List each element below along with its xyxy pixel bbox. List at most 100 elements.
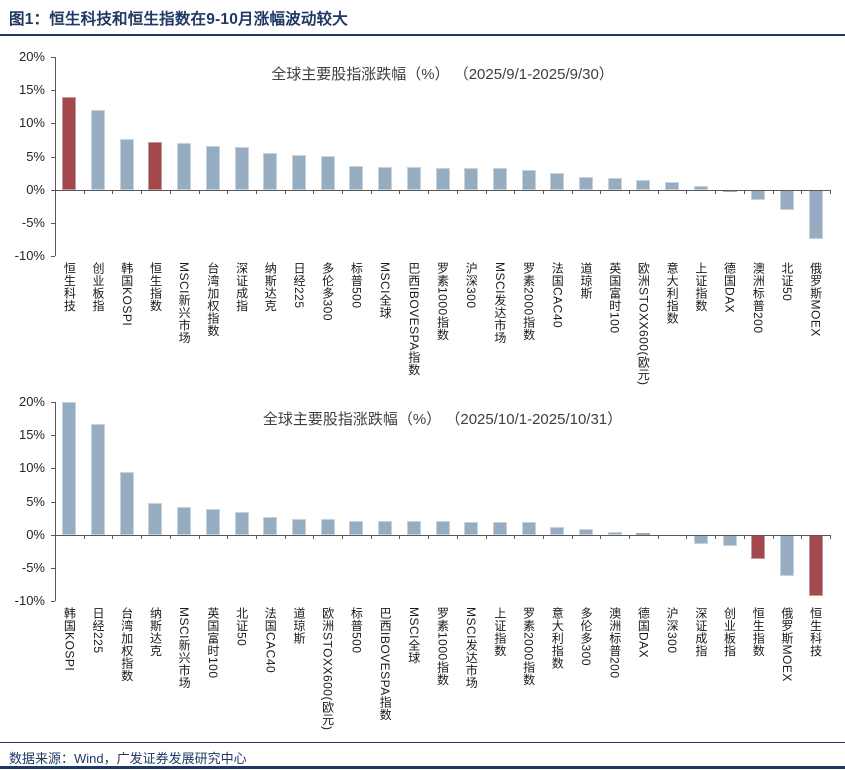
- x-axis-tick: [772, 189, 774, 194]
- x-axis-tick: [227, 189, 229, 194]
- y-axis-label: 10%: [18, 115, 45, 131]
- bar: [665, 182, 680, 190]
- bottom-border: [0, 766, 845, 769]
- x-axis-tick: [542, 534, 544, 539]
- plot-area-september: [51, 57, 831, 257]
- y-axis-label: -10%: [14, 248, 45, 263]
- category-label: 上证指数: [492, 607, 507, 657]
- bar: [464, 522, 479, 535]
- y-axis-tick: [51, 567, 55, 569]
- y-axis-tick: [51, 57, 55, 58]
- y-axis-label: 15%: [18, 427, 45, 443]
- x-axis-tick: [657, 189, 659, 194]
- bar: [234, 512, 249, 535]
- category-label: 英国富时100: [607, 262, 622, 334]
- y-axis-tick: [51, 256, 55, 257]
- y-axis-tick: [51, 601, 55, 602]
- bar: [550, 526, 565, 535]
- category-label: 创业板指: [91, 262, 106, 312]
- x-axis-tick: [485, 189, 487, 194]
- category-label: 意大利指数: [550, 607, 565, 670]
- x-axis-tick: [255, 534, 257, 539]
- bar: [751, 534, 766, 560]
- category-label: 欧洲STOXX600(欧元): [636, 262, 651, 386]
- bar: [607, 177, 622, 190]
- category-label: 上证指数: [693, 262, 708, 312]
- x-axis-tick: [370, 189, 372, 194]
- bar: [693, 185, 708, 190]
- bar: [378, 520, 393, 535]
- category-label: 纳斯达克: [148, 607, 163, 657]
- bar: [148, 141, 163, 190]
- category-label: 标普500: [349, 262, 364, 309]
- x-axis-tick: [313, 534, 315, 539]
- category-label: 恒生科技: [62, 262, 77, 312]
- y-axis-october: 20% 15% 10% 5% 0% -5% -10%: [0, 394, 49, 608]
- bar: [62, 96, 77, 190]
- plot-area-october: [51, 402, 831, 602]
- bar: [808, 189, 823, 240]
- category-label: 英国富时100: [205, 607, 220, 679]
- bar: [435, 167, 450, 190]
- x-axis-tick: [399, 189, 401, 194]
- x-axis-tick: [657, 534, 659, 539]
- x-axis-tick: [342, 534, 344, 539]
- category-label: 深证成指: [234, 262, 249, 312]
- x-axis-tick: [169, 189, 171, 194]
- y-axis-label: 5%: [26, 493, 45, 509]
- category-labels-september: 恒生科技 创业板指 韩国KOSPI 恒生指数 MSCI新兴市场 台湾加权指数 深证成指 纳斯达…: [55, 262, 830, 394]
- y-axis-tick: [51, 501, 55, 503]
- y-axis-tick: [51, 90, 55, 92]
- x-axis-tick: [600, 189, 602, 194]
- category-label: MSCI发达市场: [464, 607, 479, 689]
- category-label: 澳洲标普200: [607, 607, 622, 679]
- x-axis-tick: [485, 534, 487, 539]
- y-axis-line: [55, 402, 56, 601]
- bar: [148, 503, 163, 535]
- x-axis-tick: [830, 534, 831, 539]
- bar: [91, 110, 106, 190]
- bar: [320, 519, 335, 535]
- x-axis-tick: [284, 189, 286, 194]
- x-axis-tick: [83, 534, 85, 539]
- bar: [119, 139, 134, 190]
- x-axis-tick: [112, 189, 114, 194]
- category-label: 俄罗斯MOEX: [779, 607, 794, 682]
- bar: [320, 155, 335, 190]
- x-axis-tick: [342, 189, 344, 194]
- category-label: 纳斯达克: [263, 262, 278, 312]
- category-label: MSCI发达市场: [492, 262, 507, 344]
- x-axis-tick: [772, 534, 774, 539]
- category-label: 日经225: [291, 262, 306, 309]
- bar: [550, 173, 565, 190]
- bar: [779, 189, 794, 210]
- y-axis-label: -5%: [21, 214, 45, 230]
- y-axis-tick: [51, 435, 55, 437]
- category-label: MSCI全球: [378, 262, 393, 319]
- category-label: 沪深300: [464, 262, 479, 309]
- category-label: 恒生科技: [808, 607, 823, 657]
- bar: [779, 534, 794, 577]
- bar: [406, 167, 421, 190]
- bar: [291, 155, 306, 190]
- bar: [263, 516, 278, 535]
- bar: [579, 528, 594, 535]
- bar: [492, 168, 507, 190]
- y-axis-label: 10%: [18, 460, 45, 476]
- category-label: 德国DAX: [722, 262, 737, 314]
- x-axis-tick: [743, 534, 745, 539]
- x-axis-tick: [801, 534, 803, 539]
- x-axis-tick: [399, 534, 401, 539]
- bar-chart-september: 全球主要股指涨跌幅（%） （2025/9/1-2025/9/30） 20% 15%…: [0, 45, 845, 390]
- footer-divider: [0, 742, 845, 743]
- category-label: MSCI全球: [406, 607, 421, 664]
- category-label: 德国DAX: [636, 607, 651, 659]
- x-axis-tick: [571, 534, 573, 539]
- y-axis-label: 0%: [26, 181, 45, 197]
- x-axis-tick: [456, 534, 458, 539]
- bar: [751, 189, 766, 201]
- bar: [205, 145, 220, 190]
- category-label: 恒生指数: [751, 607, 766, 657]
- bar: [177, 143, 192, 190]
